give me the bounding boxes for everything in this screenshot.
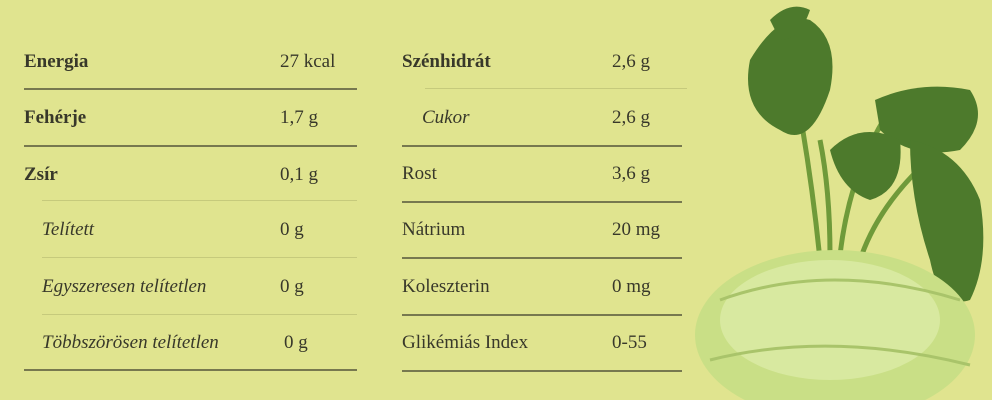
nutrient-label-natrium: Nátrium <box>402 219 466 240</box>
divider <box>42 257 357 258</box>
nutrient-label-szenhidrat: Szénhidrát <box>402 51 491 72</box>
nutrient-label-zsir: Zsír <box>24 164 58 185</box>
nutrient-label-cukor: Cukor <box>422 107 470 128</box>
nutrient-label-energia: Energia <box>24 51 89 72</box>
divider <box>42 200 357 201</box>
nutrient-value-zsir: 0,1 g <box>280 164 318 185</box>
divider <box>42 314 357 315</box>
nutrient-label-koleszterin: Koleszterin <box>402 276 490 297</box>
nutrient-label-rost: Rost <box>402 163 437 184</box>
nutrient-value-szenhidrat: 2,6 g <box>612 51 650 72</box>
nutrient-value-feherje: 1,7 g <box>280 107 318 128</box>
nutrient-value-glikemias-index: 0-55 <box>612 332 647 353</box>
nutrient-label-feherje: Fehérje <box>24 107 87 128</box>
divider <box>24 145 357 147</box>
divider <box>402 201 682 203</box>
nutrient-label-egyszeresen: Egyszeresen telítetlen <box>42 276 207 297</box>
nutrient-value-natrium: 20 mg <box>612 219 661 240</box>
nutrient-label-tobbszorosen: Többszörösen telítetlen <box>42 332 219 353</box>
nutrient-value-egyszeresen: 0 g <box>280 276 304 297</box>
nutrient-value-tobbszorosen: 0 g <box>284 332 308 353</box>
divider <box>24 88 357 90</box>
divider <box>24 369 357 371</box>
nutrient-value-koleszterin: 0 mg <box>612 276 651 297</box>
nutrient-value-energia: 27 kcal <box>280 51 336 72</box>
nutrient-value-rost: 3,6 g <box>612 163 650 184</box>
kohlrabi-image <box>695 6 984 400</box>
nutrient-value-telitett: 0 g <box>280 219 304 240</box>
divider <box>402 257 682 259</box>
nutrient-value-cukor: 2,6 g <box>612 107 650 128</box>
divider <box>402 314 682 316</box>
divider <box>402 370 682 372</box>
divider <box>425 88 687 89</box>
nutrient-label-glikemias-index: Glikémiás Index <box>402 332 529 353</box>
nutrient-label-telitett: Telített <box>42 219 95 240</box>
divider <box>402 145 682 147</box>
